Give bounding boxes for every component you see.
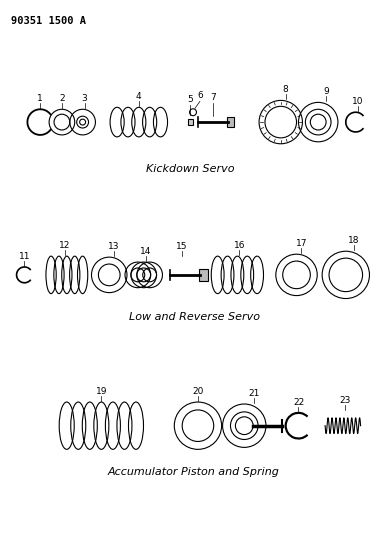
Text: 15: 15 [177, 242, 188, 251]
Text: Kickdown Servo: Kickdown Servo [146, 165, 234, 174]
Text: 14: 14 [140, 247, 151, 256]
Text: 6: 6 [197, 91, 203, 100]
Text: 90351 1500 A: 90351 1500 A [11, 15, 86, 26]
Text: 1: 1 [37, 94, 43, 103]
Bar [199, 269, 208, 281]
Text: 7: 7 [210, 93, 216, 102]
Text: 17: 17 [296, 239, 307, 248]
Text: 22: 22 [293, 398, 304, 407]
Text: Low and Reverse Servo: Low and Reverse Servo [130, 312, 261, 322]
Text: 8: 8 [283, 85, 289, 94]
Text: 9: 9 [323, 87, 329, 96]
Text: 23: 23 [339, 396, 350, 405]
Text: 16: 16 [234, 241, 245, 250]
Text: 20: 20 [192, 387, 203, 396]
Text: 5: 5 [187, 95, 193, 104]
Text: 21: 21 [249, 389, 260, 398]
Bar [188, 119, 193, 125]
Bar [226, 117, 235, 127]
Text: 12: 12 [59, 241, 70, 250]
Text: 3: 3 [82, 94, 88, 103]
Text: 2: 2 [59, 94, 65, 103]
Text: 13: 13 [109, 242, 120, 251]
Text: 10: 10 [352, 98, 363, 106]
Text: 18: 18 [348, 236, 359, 245]
Text: 19: 19 [96, 387, 107, 396]
Text: 11: 11 [19, 252, 30, 261]
Text: 4: 4 [136, 92, 142, 101]
Text: Accumulator Piston and Spring: Accumulator Piston and Spring [108, 467, 280, 477]
